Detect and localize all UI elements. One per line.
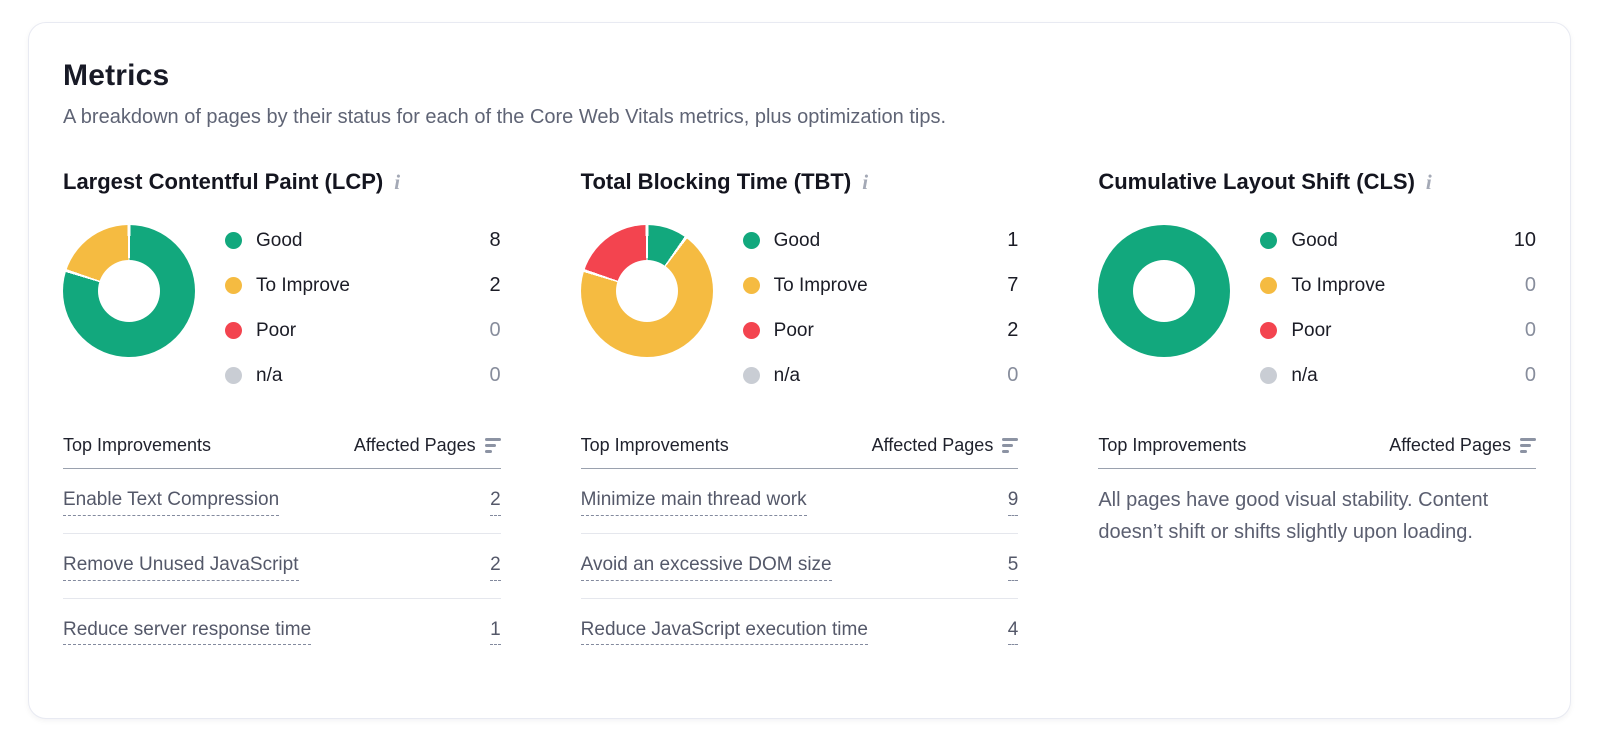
column-header-affected-pages: Affected Pages: [1389, 435, 1511, 455]
legend-dot-na: [225, 367, 242, 384]
chart-legend: Good 8 To Improve 2 Poor 0: [225, 225, 501, 386]
legend-value: 0: [1524, 319, 1536, 341]
improvements-table-lcp: Top Improvements Affected Pages Enable T…: [63, 435, 501, 662]
table-row: Reduce server response time 1: [63, 597, 501, 663]
legend-dot-poor: [1260, 322, 1278, 339]
metric-title-cls: Cumulative Layout Shift (CLS): [1098, 169, 1415, 194]
legend-item-to-improve: To Improve 7: [742, 274, 1019, 296]
sort-descending-icon[interactable]: [1002, 436, 1019, 455]
column-header-top-improvements: Top Improvements: [1098, 435, 1247, 455]
metric-title-tbt: Total Blocking Time (TBT): [580, 169, 852, 194]
legend-dot-poor: [742, 322, 760, 339]
metric-column-lcp: Largest Contentful Paint (LCP) i Good 8 …: [63, 169, 501, 662]
chart-legend: Good 1 To Improve 7 Poor 2: [742, 225, 1019, 386]
legend-item-good: Good 1: [742, 229, 1019, 251]
affected-pages-link[interactable]: 4: [1007, 618, 1019, 646]
improvement-link[interactable]: Remove Unused JavaScript: [63, 553, 299, 581]
legend-value: 1: [1007, 229, 1019, 251]
legend-item-to-improve: To Improve 0: [1260, 274, 1536, 296]
legend-item-to-improve: To Improve 2: [225, 274, 501, 296]
legend-item-good: Good 10: [1260, 229, 1536, 251]
legend-item-poor: Poor 2: [742, 319, 1019, 341]
affected-pages-link[interactable]: 2: [490, 488, 501, 516]
page-subtitle: A breakdown of pages by their status for…: [63, 106, 947, 128]
table-row: Avoid an excessive DOM size 5: [580, 532, 1019, 598]
legend-dot-na: [742, 367, 760, 384]
metric-column-cls: Cumulative Layout Shift (CLS) i Good 10 …: [1098, 169, 1536, 662]
donut-chart-lcp: [63, 225, 195, 357]
metrics-card: Metrics A breakdown of pages by their st…: [28, 22, 1571, 719]
table-row: Reduce JavaScript execution time 4: [580, 597, 1019, 663]
affected-pages-link[interactable]: 1: [490, 618, 501, 646]
legend-dot-good: [742, 232, 760, 249]
legend-label: Poor: [1291, 319, 1332, 341]
legend-label: n/a: [773, 364, 801, 386]
legend-dot-good: [1260, 232, 1278, 249]
donut-chart-cls: [1098, 225, 1231, 357]
legend-label: To Improve: [1291, 274, 1386, 296]
legend-label: To Improve: [256, 274, 350, 296]
legend-value: 0: [1524, 364, 1536, 386]
legend-value: 0: [1524, 274, 1536, 296]
legend-label: Good: [256, 229, 303, 251]
table-row: Enable Text Compression 2: [63, 469, 501, 533]
column-header-top-improvements: Top Improvements: [63, 435, 212, 455]
column-header-affected-pages: Affected Pages: [871, 435, 994, 455]
legend-item-poor: Poor 0: [225, 319, 501, 341]
improvements-table-tbt: Top Improvements Affected Pages Minimize…: [580, 435, 1019, 663]
legend-label: Good: [1291, 229, 1338, 251]
legend-value: 2: [1007, 319, 1019, 341]
legend-label: Poor: [773, 319, 814, 341]
affected-pages-link[interactable]: 9: [1007, 488, 1019, 516]
column-header-top-improvements: Top Improvements: [580, 435, 729, 455]
legend-dot-to-improve: [225, 277, 242, 294]
metric-column-tbt: Total Blocking Time (TBT) i Good 1 To Im…: [580, 169, 1019, 663]
legend-label: n/a: [1291, 364, 1318, 386]
legend-label: Good: [773, 229, 821, 251]
legend-item-na: n/a 0: [742, 364, 1019, 386]
table-row: Minimize main thread work 9: [580, 469, 1019, 533]
legend-dot-good: [225, 232, 242, 249]
info-icon[interactable]: i: [1425, 169, 1432, 194]
legend-value: 10: [1513, 229, 1536, 251]
improvement-link[interactable]: Enable Text Compression: [63, 488, 280, 516]
sort-descending-icon[interactable]: [484, 436, 501, 455]
legend-item-na: n/a 0: [1260, 364, 1536, 386]
legend-value: 0: [1007, 364, 1019, 386]
legend-item-poor: Poor 0: [1260, 319, 1536, 341]
legend-item-good: Good 8: [225, 229, 501, 251]
legend-label: To Improve: [773, 274, 868, 296]
legend-label: Poor: [256, 319, 297, 341]
info-icon[interactable]: i: [862, 169, 869, 194]
empty-state-text: All pages have good visual stability. Co…: [1098, 489, 1489, 544]
improvement-link[interactable]: Avoid an excessive DOM size: [580, 553, 832, 581]
legend-dot-to-improve: [742, 277, 760, 294]
legend-dot-na: [1260, 367, 1278, 384]
legend-label: n/a: [256, 364, 283, 386]
legend-dot-to-improve: [1260, 277, 1278, 294]
metric-title-lcp: Largest Contentful Paint (LCP): [63, 169, 384, 194]
legend-value: 8: [489, 229, 501, 251]
legend-value: 0: [489, 319, 501, 341]
legend-dot-poor: [225, 322, 242, 339]
sort-descending-icon[interactable]: [1519, 436, 1536, 455]
legend-value: 0: [489, 364, 501, 386]
table-row: Remove Unused JavaScript 2: [63, 532, 501, 598]
info-icon[interactable]: i: [394, 169, 401, 194]
improvements-table-cls: Top Improvements Affected Pages All page…: [1098, 435, 1536, 549]
improvement-link[interactable]: Minimize main thread work: [580, 488, 807, 516]
metrics-columns: Largest Contentful Paint (LCP) i Good 8 …: [63, 169, 1536, 662]
legend-value: 2: [489, 274, 501, 296]
legend-value: 7: [1007, 274, 1019, 296]
column-header-affected-pages: Affected Pages: [353, 435, 476, 455]
page-title: Metrics: [63, 59, 170, 92]
improvement-link[interactable]: Reduce server response time: [63, 618, 312, 646]
legend-item-na: n/a 0: [225, 364, 501, 386]
affected-pages-link[interactable]: 2: [490, 553, 501, 581]
improvement-link[interactable]: Reduce JavaScript execution time: [580, 618, 868, 646]
affected-pages-link[interactable]: 5: [1007, 553, 1019, 581]
donut-chart-tbt: [580, 225, 713, 357]
chart-legend: Good 10 To Improve 0 Poor 0: [1260, 225, 1536, 386]
